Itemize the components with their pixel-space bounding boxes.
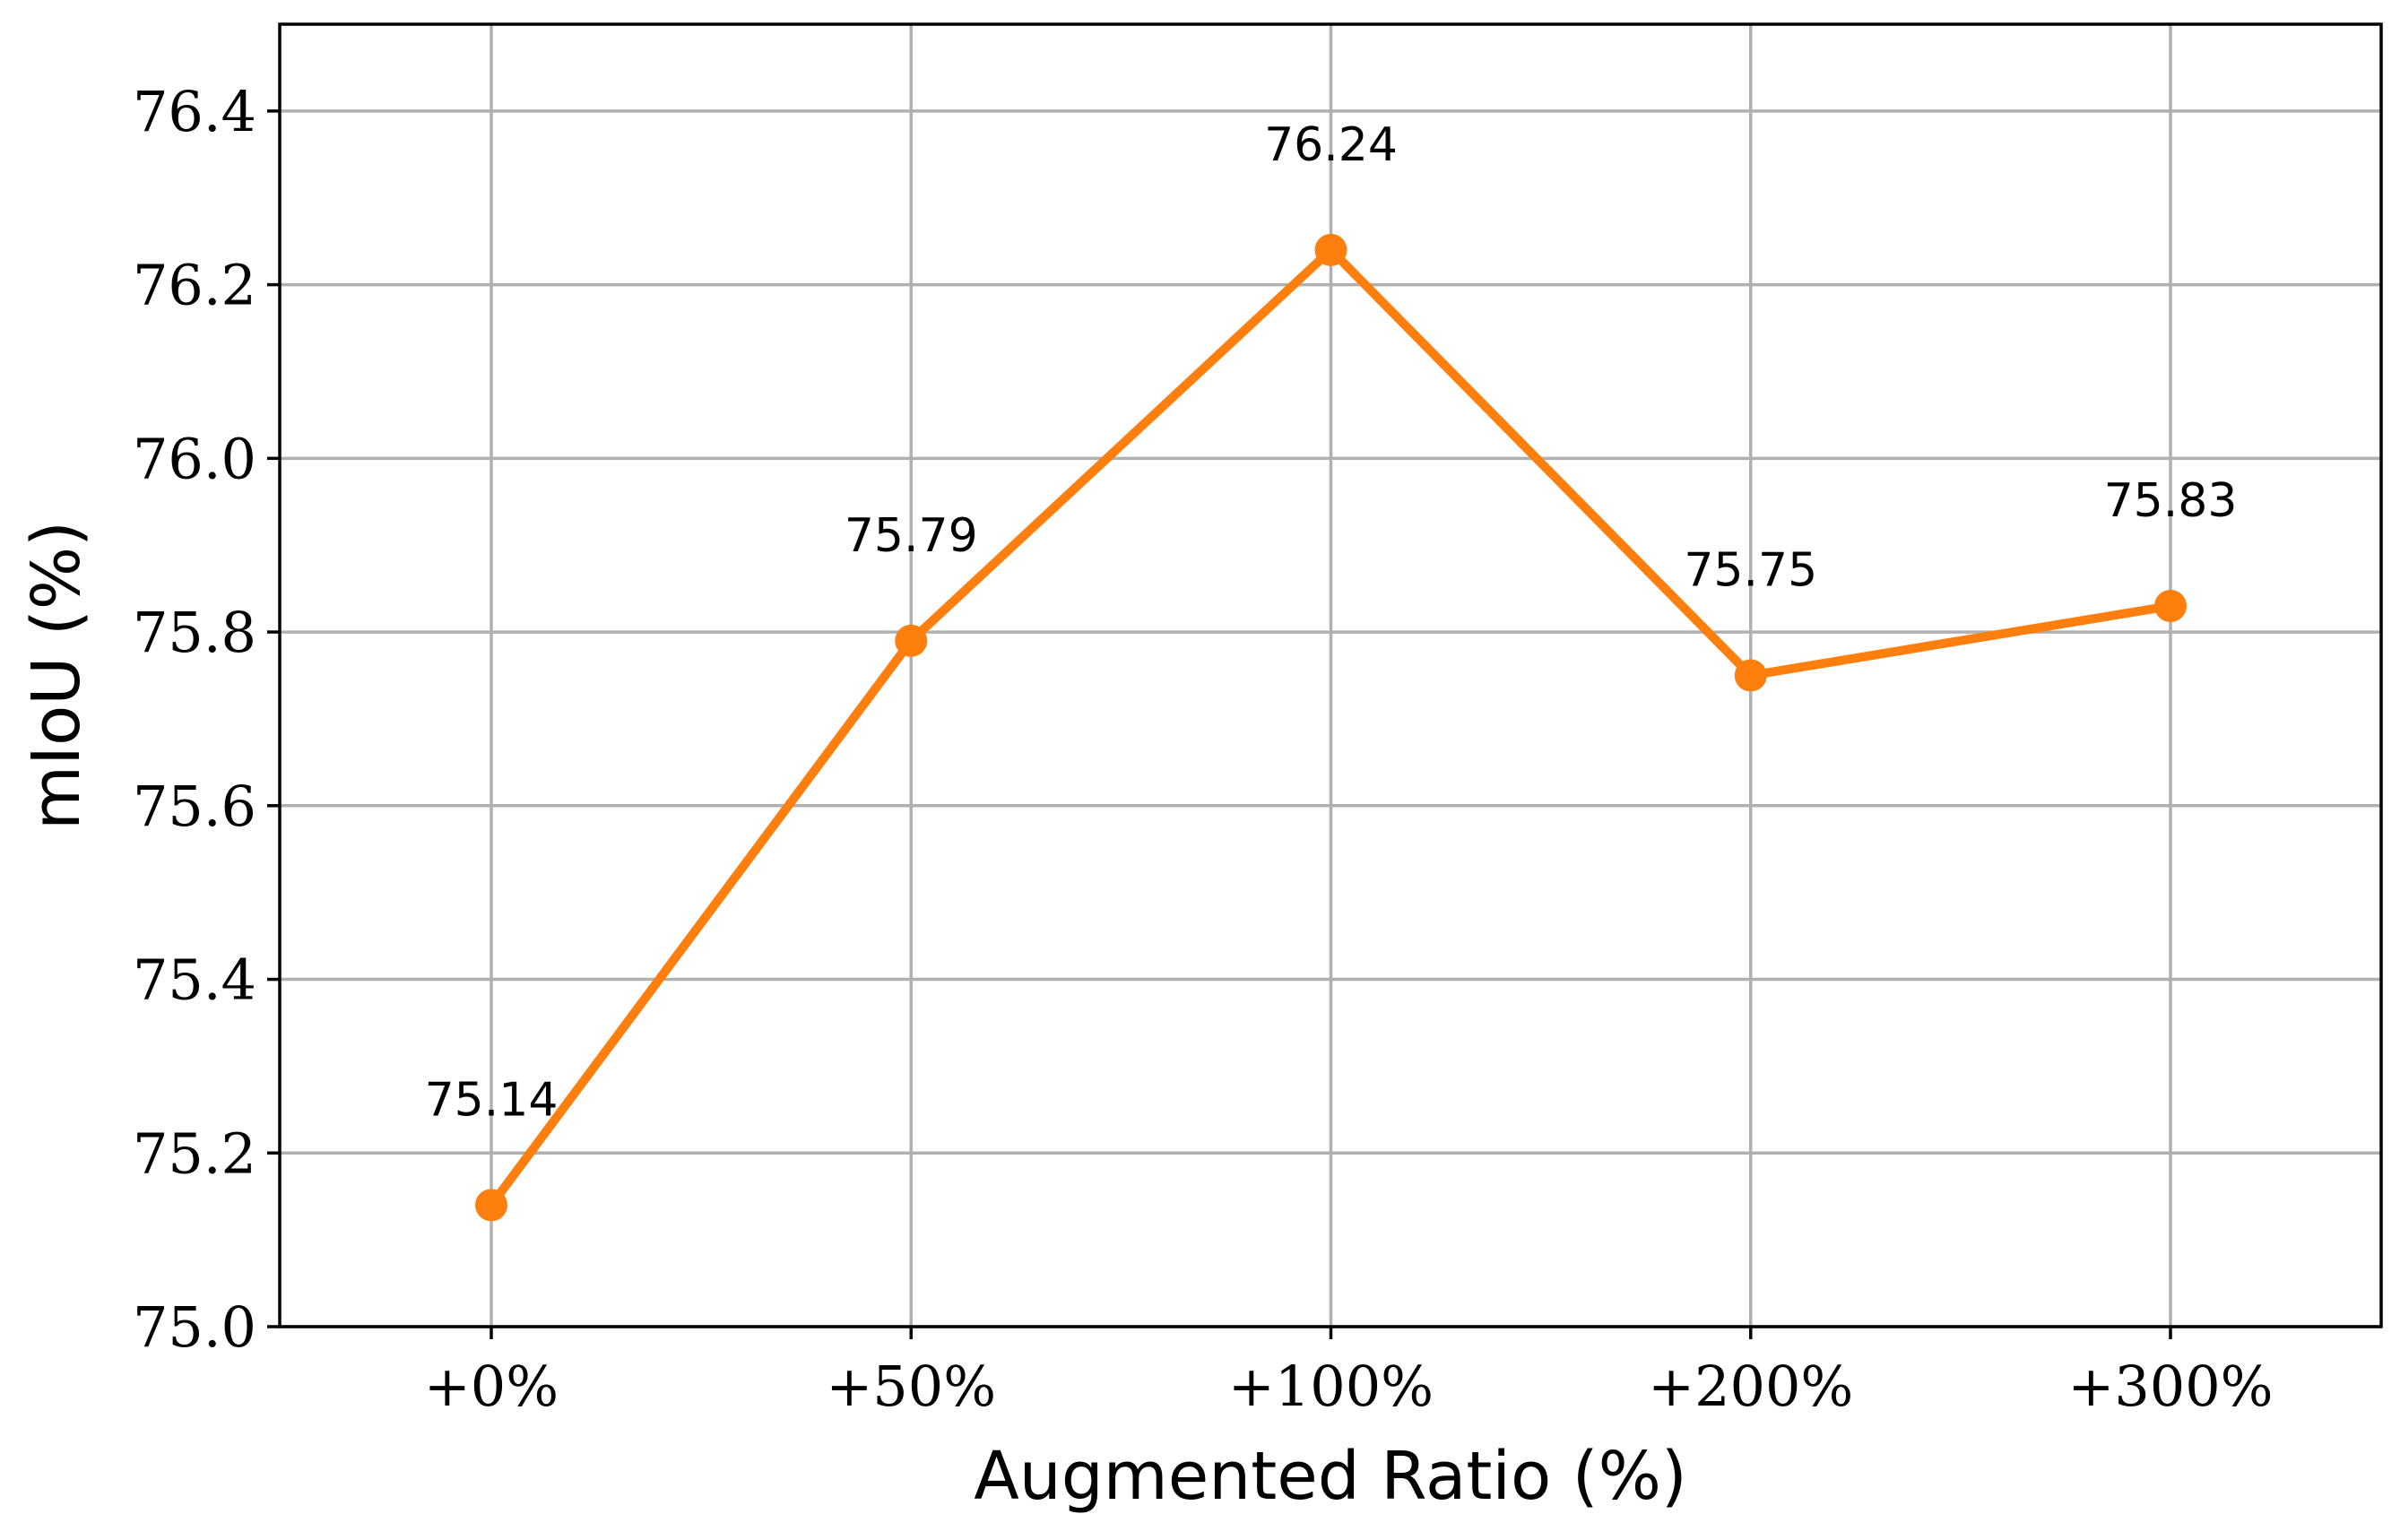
- data-point: [475, 1189, 507, 1222]
- x-axis-title: Augmented Ratio (%): [974, 1438, 1687, 1515]
- x-tick-label: +0%: [424, 1354, 559, 1419]
- data-label: 75.14: [425, 1073, 559, 1127]
- data-point: [2154, 590, 2187, 623]
- x-tick-label: +50%: [826, 1354, 996, 1419]
- data-label: 75.79: [845, 509, 978, 563]
- x-tick-label: +100%: [1228, 1354, 1434, 1419]
- y-tick-label: 76.4: [133, 79, 256, 144]
- data-point: [1734, 659, 1767, 692]
- y-tick-label: 76.0: [133, 426, 256, 491]
- y-tick-label: 75.2: [133, 1120, 256, 1186]
- grid-lines: [280, 24, 2381, 1328]
- x-tick-label: +300%: [2067, 1354, 2273, 1419]
- data-points: [475, 233, 2187, 1222]
- x-tick-label: +200%: [1648, 1354, 1853, 1419]
- y-tick-label: 76.2: [133, 253, 256, 318]
- y-tick-label: 75.8: [133, 600, 256, 665]
- x-axis-ticks: +0% +50% +100% +200% +300%: [424, 1327, 2274, 1419]
- data-point: [1314, 233, 1347, 266]
- data-point: [895, 624, 928, 657]
- y-tick-label: 75.6: [133, 774, 256, 839]
- data-labels: 75.14 75.79 76.24 75.75 75.83: [425, 118, 2238, 1128]
- data-label: 75.75: [1684, 544, 1817, 598]
- y-axis-ticks: 75.0 75.2 75.4 75.6 75.8 76.0 76.2 76.4: [133, 79, 280, 1360]
- data-label: 75.83: [2104, 474, 2238, 528]
- y-tick-label: 75.0: [133, 1294, 256, 1360]
- y-tick-label: 75.4: [133, 947, 256, 1013]
- data-label: 76.24: [1264, 118, 1398, 172]
- y-axis-title: mIoU (%): [18, 521, 95, 830]
